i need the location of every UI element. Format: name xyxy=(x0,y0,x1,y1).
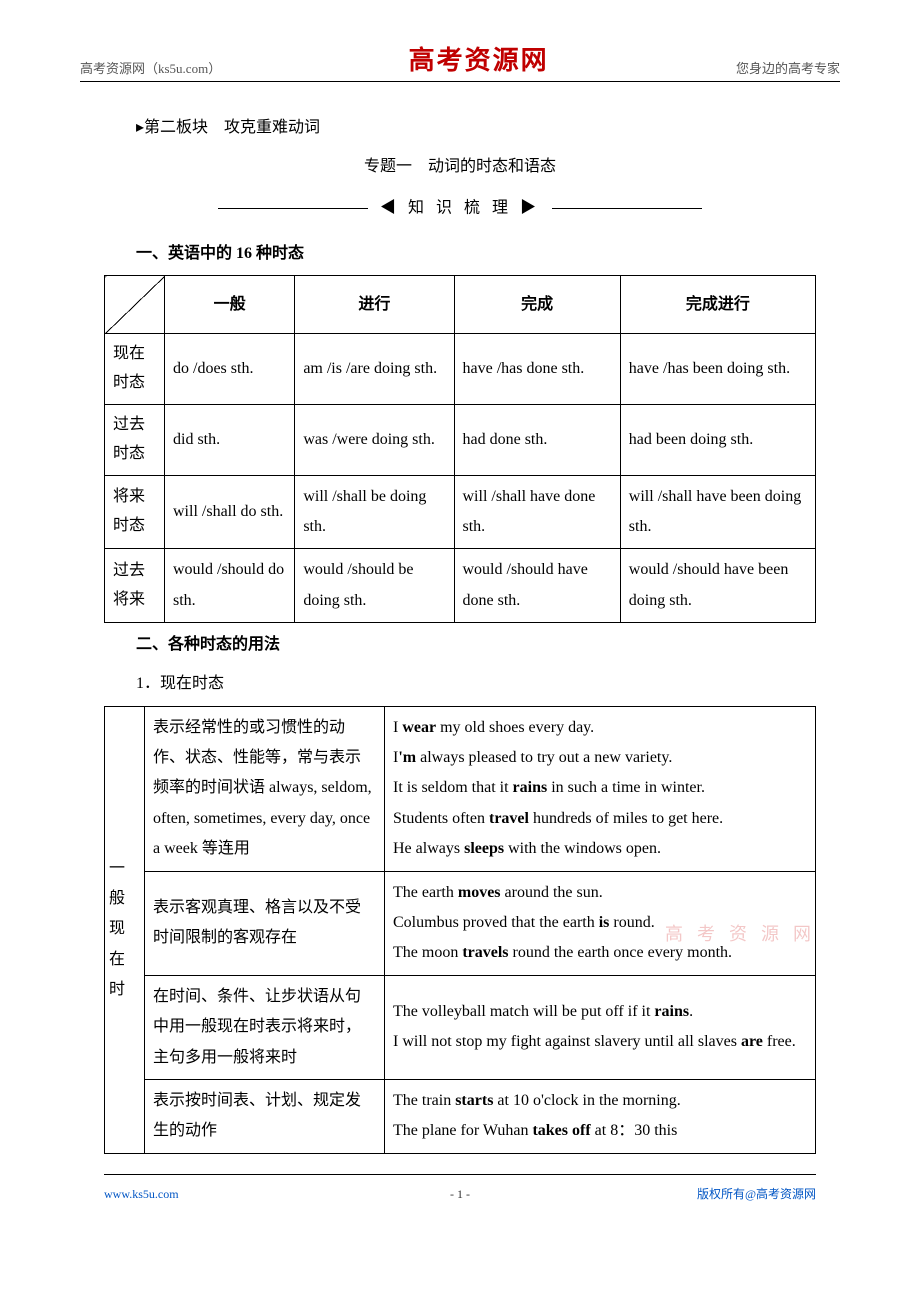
table-row: 现在 时态 do /does sth. am /is /are doing st… xyxy=(105,334,816,405)
footer-url: www.ks5u.com xyxy=(104,1181,179,1207)
table-cell: would /should be doing sth. xyxy=(295,549,454,623)
row-label-l2: 时态 xyxy=(113,517,145,534)
table-row: 表示客观真理、格言以及不受时间限制的客观存在 The earth moves a… xyxy=(105,871,816,975)
table-cell: would /should have been doing sth. xyxy=(620,549,815,623)
row-label-l1: 将来 xyxy=(113,488,145,505)
table-row: 在时间、条件、让步状语从句中用一般现在时表示将来时，主句多用一般将来时 The … xyxy=(105,975,816,1079)
row-span-label: 一般现在时 xyxy=(105,706,145,1153)
table-row: 过去 将来 would /should do sth. would /shoul… xyxy=(105,549,816,623)
table-cell: was /were doing sth. xyxy=(295,405,454,476)
table-cell: have /has been doing sth. xyxy=(620,334,815,405)
row-label: 过去 时态 xyxy=(105,405,165,476)
tense-forms-table: 一般 进行 完成 完成进行 现在 时态 do /does sth. am /is… xyxy=(104,275,816,623)
row-label: 将来 时态 xyxy=(105,475,165,549)
table-row: 过去 时态 did sth. was /were doing sth. had … xyxy=(105,405,816,476)
table-cell: will /shall be doing sth. xyxy=(295,475,454,549)
table-cell: did sth. xyxy=(165,405,295,476)
table-cell: would /should do sth. xyxy=(165,549,295,623)
section-divider: ◀ 知 识 梳 理 ▶ xyxy=(104,190,816,226)
table-cell: am /is /are doing sth. xyxy=(295,334,454,405)
row-label-l2: 将来 xyxy=(113,591,145,608)
usage-examples: I wear my old shoes every day.I'm always… xyxy=(385,706,816,871)
usage-desc: 表示客观真理、格言以及不受时间限制的客观存在 xyxy=(145,871,385,975)
usage-examples: The earth moves around the sun.Columbus … xyxy=(385,871,816,975)
row-label-l2: 时态 xyxy=(113,445,145,462)
divider-line-right xyxy=(552,208,702,209)
header-source: 高考资源网（ks5u.com） xyxy=(80,58,221,77)
page-header: 高考资源网（ks5u.com） 高考资源网 您身边的高考专家 xyxy=(80,40,840,82)
content-body: ▸第二板块 攻克重难动词 专题一 动词的时态和语态 ◀ 知 识 梳 理 ▶ 一、… xyxy=(80,110,840,1207)
page: 高考资源网（ks5u.com） 高考资源网 您身边的高考专家 ▸第二板块 攻克重… xyxy=(0,0,920,1237)
row-label-l2: 时态 xyxy=(113,374,145,391)
usage-desc: 在时间、条件、让步状语从句中用一般现在时表示将来时，主句多用一般将来时 xyxy=(145,975,385,1079)
col-head: 一般 xyxy=(165,276,295,334)
usage-examples: The train starts at 10 o'clock in the mo… xyxy=(385,1079,816,1153)
row-label-l1: 过去 xyxy=(113,416,145,433)
footer-page-number: - 1 - xyxy=(450,1181,470,1207)
col-head: 进行 xyxy=(295,276,454,334)
heading-2-text: 二、各种时态的用法 xyxy=(136,636,280,653)
divider-line-left xyxy=(218,208,368,209)
table-cell: do /does sth. xyxy=(165,334,295,405)
heading-2-sub: 1．现在时态 xyxy=(104,666,816,701)
row-label: 现在 时态 xyxy=(105,334,165,405)
usage-examples: The volleyball match will be put off if … xyxy=(385,975,816,1079)
tense-usage-table: 一般现在时 表示经常性的或习惯性的动作、状态、性能等，常与表示频率的时间状语 a… xyxy=(104,706,816,1154)
col-head: 完成进行 xyxy=(620,276,815,334)
heading-2: 二、各种时态的用法 xyxy=(104,627,816,662)
heading-1: 一、英语中的 16 种时态 xyxy=(104,236,816,271)
col-head: 完成 xyxy=(454,276,620,334)
usage-desc: 表示按时间表、计划、规定发生的动作 xyxy=(145,1079,385,1153)
header-tagline: 您身边的高考专家 xyxy=(736,58,840,77)
table-cell: had been doing sth. xyxy=(620,405,815,476)
diag-cell xyxy=(105,276,165,334)
row-label: 过去 将来 xyxy=(105,549,165,623)
divider-label: ◀ 知 识 梳 理 ▶ xyxy=(380,200,540,217)
table-row: 一般现在时 表示经常性的或习惯性的动作、状态、性能等，常与表示频率的时间状语 a… xyxy=(105,706,816,871)
table-cell: had done sth. xyxy=(454,405,620,476)
block-title: ▸第二板块 攻克重难动词 xyxy=(104,110,816,145)
table-row: 将来 时态 will /shall do sth. will /shall be… xyxy=(105,475,816,549)
header-logo-text: 高考资源网 xyxy=(409,40,549,77)
page-footer: www.ks5u.com - 1 - 版权所有@高考资源网 xyxy=(104,1174,816,1207)
topic-title: 专题一 动词的时态和语态 xyxy=(104,149,816,184)
usage-desc: 表示经常性的或习惯性的动作、状态、性能等，常与表示频率的时间状语 always,… xyxy=(145,706,385,871)
table-cell: would /should have done sth. xyxy=(454,549,620,623)
table-cell: will /shall have been doing sth. xyxy=(620,475,815,549)
table-row: 表示按时间表、计划、规定发生的动作 The train starts at 10… xyxy=(105,1079,816,1153)
table-header-row: 一般 进行 完成 完成进行 xyxy=(105,276,816,334)
footer-copyright: 版权所有@高考资源网 xyxy=(697,1181,816,1207)
row-label-l1: 过去 xyxy=(113,562,145,579)
heading-1-text: 一、英语中的 16 种时态 xyxy=(136,245,304,262)
table-cell: have /has done sth. xyxy=(454,334,620,405)
row-label-l1: 现在 xyxy=(113,345,145,362)
table-cell: will /shall do sth. xyxy=(165,475,295,549)
table-cell: will /shall have done sth. xyxy=(454,475,620,549)
